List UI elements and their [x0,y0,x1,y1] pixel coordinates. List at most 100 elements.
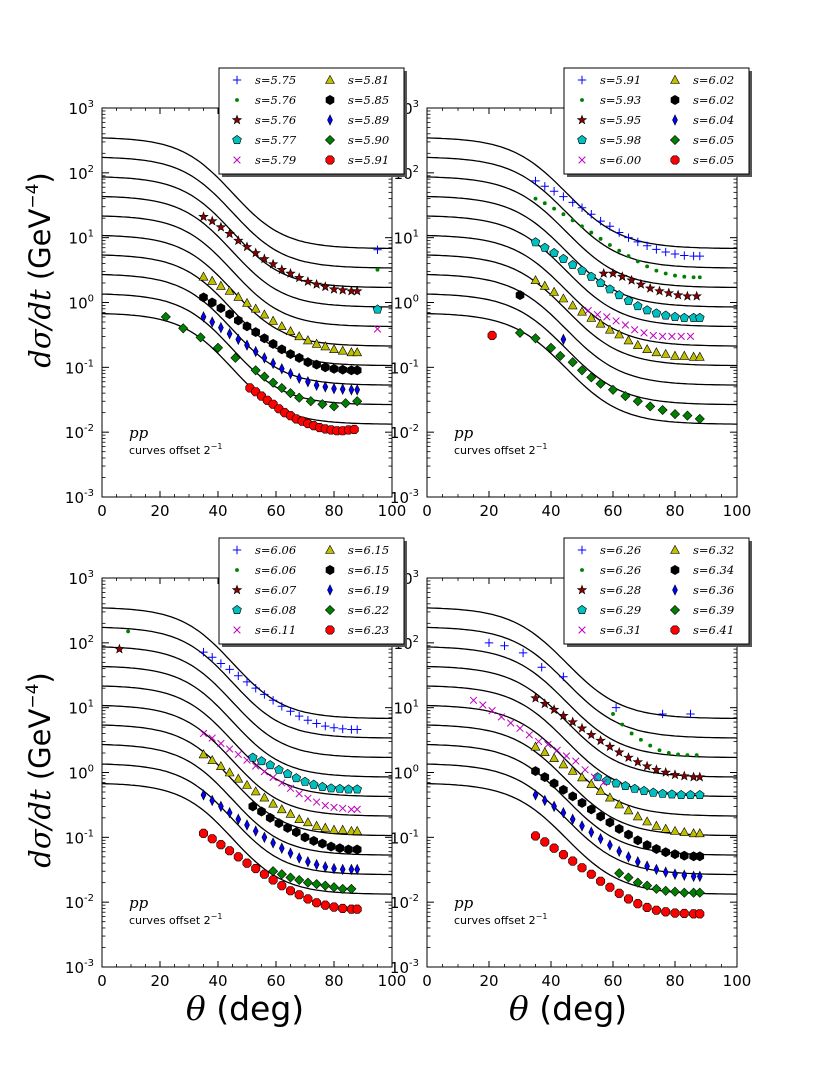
panel-1-series-9-point [305,396,316,407]
panel-2-legend-label: s=5.95 [600,113,641,127]
panel-2-series-4-point [614,290,624,300]
panel-4-series-5-point [479,701,487,709]
panel-3-series-9-point [346,883,357,894]
panel-3-series-1-point [260,690,269,699]
panel-3-series-8-point [209,794,216,807]
panel-1-series-8 [200,311,361,396]
panel-1-series-8-point [235,333,242,346]
panel-1-series-7-point [268,338,278,349]
panel-1-series-9-point [195,332,206,343]
panel-4-series-3-point [660,767,671,777]
panel-3-series-1-point [208,653,217,662]
panel-1-series-6-point [233,291,244,301]
panel-2-series-3-point [682,290,693,301]
panel-4-legend-label: s=6.28 [600,583,641,597]
panel-2-series-6-point [567,300,578,310]
panel-2-series-9-point [530,333,541,344]
panel-3-fit-curve-3 [102,646,392,759]
panel-3-x-tick-label: 60 [266,972,285,990]
panel-3-legend-label: s=6.23 [348,623,389,637]
panel-4-series-7-point [549,778,559,789]
panel-1-series-8-point [209,316,216,328]
panel-1-series-7-point [207,297,217,308]
panel-4-series-6-point [595,785,606,795]
panel-4-legend-label: s=6.39 [693,603,734,617]
panel-4-series-8-point [541,794,548,807]
panel-4-series-8-point [532,789,539,801]
panel-2-series-4-point [679,312,690,322]
panel-3-series-5-point [278,779,286,787]
panel-1-series-3-point [276,264,288,275]
panel-3-series-8-point [305,856,311,868]
panel-4-legend-marker [577,545,587,555]
panel-1-series-9-point [317,399,328,410]
panel-2-series-9-point [620,391,631,402]
panel-2-series-2-point [617,248,622,253]
panel-1-series-7 [199,292,362,376]
panel-1-legend-marker [235,98,239,102]
panel-1-series-1 [373,245,382,254]
panel-1-series-7-point [303,357,313,368]
panel-2-series-9-point [694,413,705,424]
panel-1-series-3-point [198,211,209,222]
panel-1-series-8-point [252,345,259,358]
panel-4-series-2-point [676,752,681,757]
panel-1-series-3-point [311,278,322,289]
panel-1-series-8-point [322,381,329,393]
panel-3-fit-curve-2 [102,626,392,739]
panel-4-series-3-point [641,760,653,771]
panel-4-series-5-point [506,719,515,727]
panel-3-series-10-point [320,900,330,910]
panel-3-series-6-point [294,814,305,824]
panel-3-series-6-point [259,792,270,802]
panel-3-series-6-point [242,779,252,789]
panel-3-series-1-point [277,702,286,711]
panel-4-series-6-point [623,805,634,815]
panel-3-series-6-point [285,808,296,818]
panel-2-series-1-point [633,237,642,247]
panel-4-legend-marker [670,544,680,554]
panel-2-legend-marker [670,155,680,165]
panel-2-series-4-point [605,284,615,294]
panel-4-series-2-point [657,748,662,753]
panel-1-series-8-point [261,352,268,364]
panel-4-series-5-point [572,757,580,765]
panel-1-legend-marker [325,74,335,84]
panel-1-series-9-point [276,382,287,394]
panel-4-offset-label: curves offset 2−1 [454,912,547,927]
panel-2-series-6-point [694,351,705,361]
panel-1-fit-curve-3 [102,176,392,289]
panel-2-series-5-point [640,329,648,337]
panel-2-legend: s=5.91 s=5.93 s=5.95 s=5.98 s=6.00 s=6.02 s=6.… [563,67,752,177]
panel-4-series-6-point [604,792,615,802]
panel-4-series-5-point [469,696,478,704]
panel-4-series-6-point [642,816,653,826]
panel-3-series-1-point [242,677,252,687]
panel-4-series-4-point [592,772,603,782]
panel-1-legend-marker [232,135,242,144]
panel-1-series-9-point [230,352,241,363]
panel-4-series-9-point [632,877,643,888]
panel-1-series-3-point [233,235,244,246]
panel-1-legend-label: s=5.76 [255,93,296,107]
panel-4-series-3-point [632,756,644,767]
panel-1-series-8-point [305,376,311,388]
panel-3-series-8-point [261,831,268,844]
x-axis-label-right: θ (deg) [509,989,627,1028]
panel-3-legend-box [218,537,405,645]
panel-3-fit-curve-4 [102,665,392,778]
panel-2-series-4-point [660,310,671,320]
panel-1-series-7-point [225,309,234,320]
panel-3-series-5-point [199,729,208,738]
panel-4-x-tick-label: 40 [541,972,560,990]
panel-4-series-9-point [642,880,653,891]
panel-3-legend-marker [325,625,335,635]
panel-2-series-6-point [623,335,634,345]
panel-2-series-3-point [617,271,628,282]
panel-2-legend-marker [577,135,587,144]
panel-1-series-7-point [329,363,339,374]
panel-4-series-10-point [670,908,680,918]
panel-3-series-1-point [321,721,330,731]
panel-4-series-7-point [577,797,587,808]
panel-4-series-7-point [633,835,643,846]
